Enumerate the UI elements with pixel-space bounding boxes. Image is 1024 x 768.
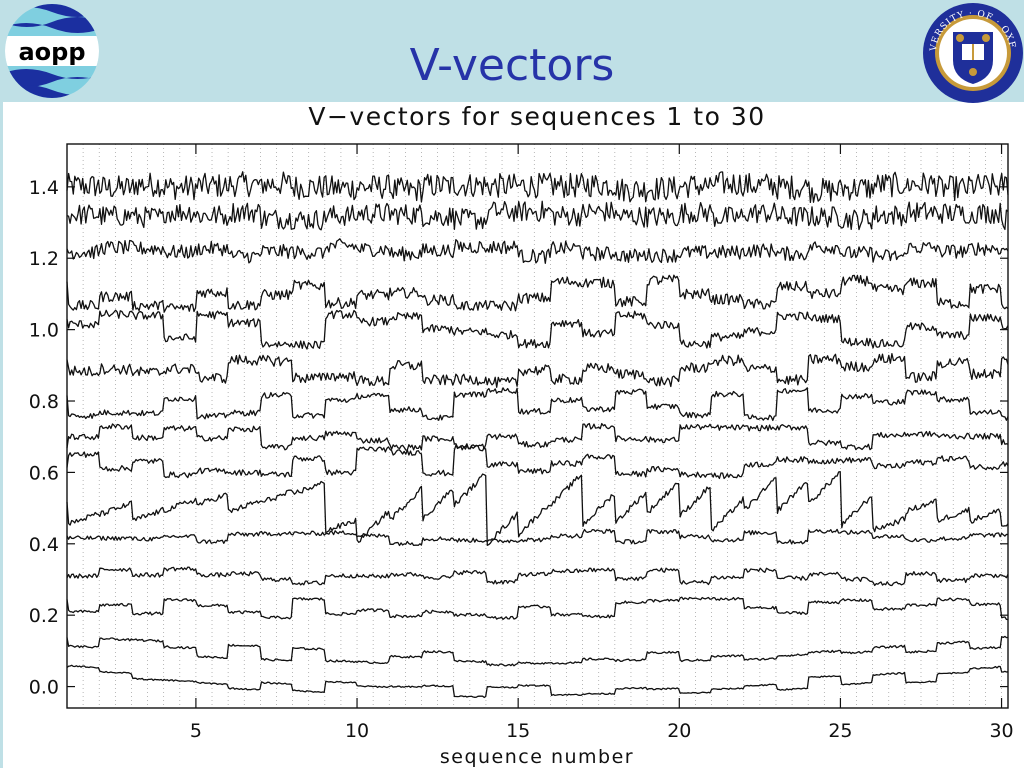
y-tick-label-5: 1.0	[29, 320, 59, 342]
series-line-5	[66, 353, 1009, 388]
series-line-9	[66, 471, 1009, 546]
series-line-1	[66, 200, 1009, 231]
slide-title: V-vectors	[409, 40, 615, 91]
series-line-7	[66, 422, 1009, 451]
x-tick-label-5: 30	[989, 720, 1013, 742]
slide-header	[0, 0, 1024, 102]
y-tick-label-0: 0.0	[29, 677, 59, 699]
x-axis-label: sequence number	[440, 746, 634, 768]
oxford-university-crest-icon: UNIVERSITY · OF · OXFORD	[918, 0, 1023, 103]
y-tick-label-4: 0.8	[29, 391, 59, 413]
series-line-2	[66, 238, 1009, 264]
series-line-6	[66, 387, 1009, 422]
plot-frame	[66, 143, 1009, 709]
chart-axes: 0.0 0.2 0.4 0.6 0.8 1.0 1.2 1.4 5 10 15 20 25 30	[29, 144, 1014, 742]
y-tick-label-1: 0.2	[29, 605, 59, 627]
chart-grid	[82, 144, 1002, 708]
series-line-13	[66, 635, 1009, 667]
series-line-0	[66, 171, 1009, 204]
slide-left-border	[0, 102, 3, 768]
series-line-4	[66, 309, 1009, 350]
y-tick-label-6: 1.2	[29, 248, 59, 270]
series-line-11	[66, 566, 1009, 587]
series-line-12	[66, 596, 1009, 621]
x-tick-label-3: 20	[667, 720, 691, 742]
aopp-logo-text: aopp	[18, 38, 85, 66]
x-tick-label-1: 10	[345, 720, 369, 742]
x-tick-label-0: 5	[190, 720, 202, 742]
oxford-logo: UNIVERSITY · OF · OXFORD	[918, 0, 1024, 109]
series-line-8	[66, 444, 1009, 480]
y-tick-label-3: 0.6	[29, 462, 59, 484]
chart-title: V−vectors for sequences 1 to 30	[308, 102, 765, 131]
x-tick-label-2: 15	[506, 720, 530, 742]
aopp-logo: aopp	[1, 2, 103, 105]
x-tick-label-4: 25	[828, 720, 852, 742]
chart-series	[66, 171, 1009, 699]
v-vectors-chart: V−vectors for sequences 1 to 30 0.00.20.…	[29, 102, 1014, 768]
aopp-wave-logo-icon: aopp	[5, 4, 99, 98]
series-line-3	[66, 274, 1009, 313]
y-tick-label-2: 0.4	[29, 534, 59, 556]
y-tick-label-7: 1.4	[29, 177, 59, 199]
series-line-14	[66, 664, 1009, 699]
series-line-10	[66, 528, 1009, 547]
